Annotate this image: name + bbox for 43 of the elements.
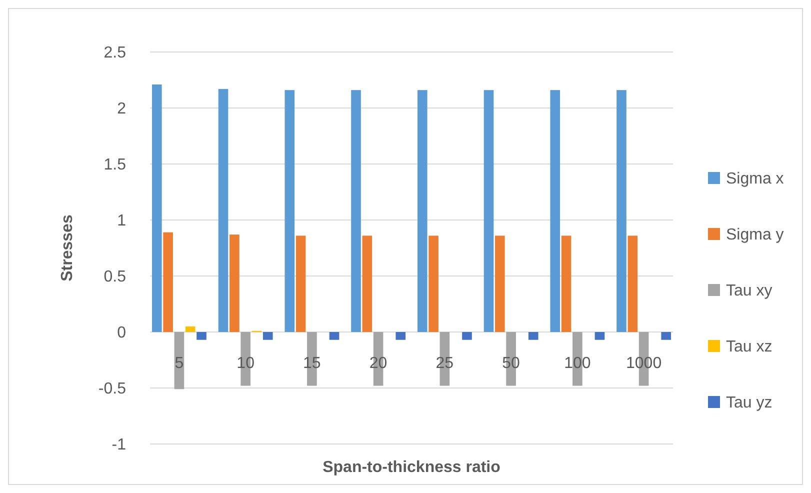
bar bbox=[396, 332, 406, 340]
y-tick-label: 0.5 bbox=[104, 268, 126, 286]
bar bbox=[561, 236, 572, 332]
bar bbox=[152, 84, 162, 332]
x-axis-title: Span-to-thickness ratio bbox=[322, 459, 501, 476]
bar bbox=[296, 236, 306, 332]
bar bbox=[163, 232, 173, 332]
bar bbox=[628, 236, 638, 332]
y-tick-label: -1 bbox=[112, 436, 126, 454]
x-tick-label: 5 bbox=[174, 355, 184, 372]
bar bbox=[218, 88, 228, 332]
bar bbox=[550, 90, 560, 332]
bar bbox=[262, 332, 273, 340]
y-tick-label: -0.5 bbox=[98, 380, 126, 398]
bar bbox=[417, 90, 428, 332]
bar bbox=[528, 332, 538, 340]
legend-label: Tau yz bbox=[726, 394, 772, 412]
bar bbox=[661, 332, 672, 340]
legend-label: Sigma x bbox=[726, 170, 784, 188]
bar bbox=[462, 332, 472, 340]
bar bbox=[428, 236, 438, 332]
y-tick-label: 1.5 bbox=[104, 156, 126, 174]
x-tick-label: 100 bbox=[564, 355, 591, 372]
y-tick-label: 2.5 bbox=[104, 44, 126, 62]
y-axis-title: Stresses bbox=[59, 214, 76, 282]
bar bbox=[230, 234, 240, 332]
y-tick-label: 0 bbox=[117, 324, 126, 342]
bar bbox=[185, 326, 196, 332]
bar bbox=[594, 332, 605, 340]
bar bbox=[494, 236, 505, 332]
legend-label: Tau xz bbox=[726, 338, 772, 356]
bar bbox=[284, 90, 295, 332]
bar bbox=[329, 332, 340, 340]
bar bbox=[351, 90, 361, 332]
bar bbox=[616, 90, 626, 332]
bar bbox=[196, 332, 206, 340]
bar bbox=[484, 90, 494, 332]
legend-label: Sigma y bbox=[726, 226, 784, 244]
x-tick-label: 1000 bbox=[626, 355, 662, 372]
y-tick-label: 2 bbox=[117, 100, 126, 118]
y-tick-label: 1 bbox=[117, 212, 126, 230]
bar bbox=[362, 236, 372, 332]
legend-label: Tau xy bbox=[726, 282, 772, 300]
